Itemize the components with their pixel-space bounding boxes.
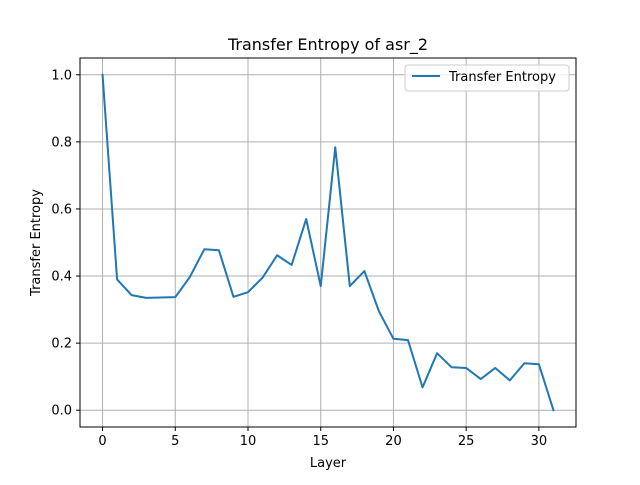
x-tick-label: 0 [98,434,106,449]
x-tick-label: 15 [312,434,329,449]
data-point [465,367,467,369]
data-point [407,339,409,341]
data-point [160,297,162,299]
data-point [262,277,264,279]
x-tick-label: 5 [171,434,179,449]
data-point [174,296,176,298]
x-tick-label: 20 [385,434,402,449]
y-tick-label: 1.0 [51,68,72,83]
data-point [189,276,191,278]
x-tick-label: 30 [531,434,548,449]
data-point [276,254,278,256]
data-point [116,278,118,280]
data-point [320,285,322,287]
data-point [509,379,511,381]
legend: Transfer Entropy [404,64,570,92]
data-point [451,366,453,368]
legend-entry-label: Transfer Entropy [448,70,556,85]
y-axis-label: Transfer Entropy [29,189,44,297]
data-point [349,285,351,287]
data-point [218,249,220,251]
x-tick-label: 10 [240,434,257,449]
data-point [203,248,205,250]
plot-frame [79,57,577,428]
chart-title: Transfer Entropy of asr_2 [227,35,428,55]
data-point [145,297,147,299]
series-line-transfer-entropy [101,73,555,412]
data-point [523,362,525,364]
y-tick-label: 0.2 [51,337,72,352]
data-point [552,409,554,411]
data-point [247,291,249,293]
x-tick-label: 25 [458,434,475,449]
data-point [334,146,336,148]
data-point [494,367,496,369]
data-point [538,363,540,365]
data-point [480,378,482,380]
data-point [392,338,394,340]
data-point [102,74,104,76]
data-point [378,310,380,312]
series-layer [101,73,555,412]
y-tick-label: 0.4 [51,270,72,285]
x-axis-label: Layer [310,456,347,471]
legend-box [404,64,570,92]
y-tick-label: 0.6 [51,202,72,217]
data-point [363,270,365,272]
data-point [422,386,424,388]
data-point [232,296,234,298]
data-point [436,352,438,354]
data-point [131,294,133,296]
y-tick-label: 0.8 [51,135,72,150]
data-point [305,218,307,220]
y-tick-label: 0.0 [51,404,72,419]
data-point [291,264,293,266]
ticks: 0 5 10 15 20 25 30 0.0 0.2 0.4 0.6 0.8 1.0 [51,68,547,449]
